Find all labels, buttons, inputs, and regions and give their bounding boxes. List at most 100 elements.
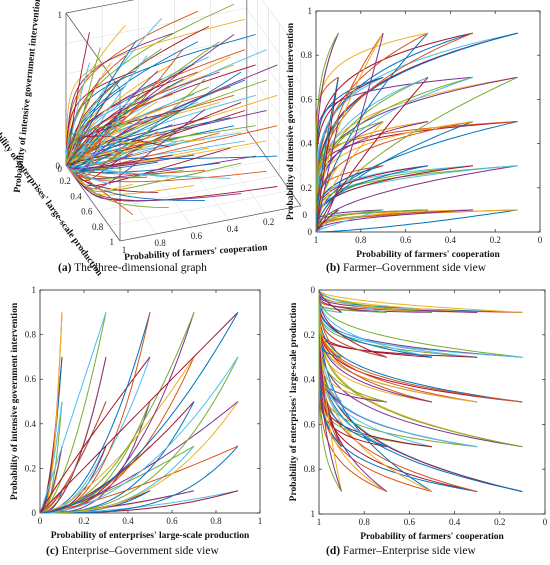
trajectory-line <box>316 209 518 233</box>
x-tick-label: 0.4 <box>122 516 134 526</box>
grid <box>65 0 302 242</box>
x-tick-label: 1 <box>258 516 263 526</box>
trajectory-line <box>65 130 122 158</box>
x-tick-label: 0 <box>38 516 43 526</box>
y-tick-label: 0.6 <box>301 94 313 104</box>
trajectory-line <box>65 18 246 154</box>
trajectories <box>65 3 278 216</box>
x-axis-label: Probability of enterprises' large-scale … <box>51 531 250 541</box>
axes-box <box>39 289 261 514</box>
y-axis-label: Probability of intensive government inte… <box>10 302 20 500</box>
y-tick-label: 0.2 <box>60 176 71 186</box>
trajectory-line <box>318 290 523 448</box>
trajectory-line <box>315 32 518 232</box>
x-tick-label: 1 <box>122 245 127 255</box>
trajectory-line <box>66 77 123 166</box>
x-axis-label: Probability of farmers' cooperation <box>356 250 500 260</box>
y-tick-label: 1 <box>32 285 37 295</box>
panel-d-farmer-enterprise: 1 0.8 0.6 0.4 0.2 0 0 0.2 0.4 0.6 0.8 1 Probability … <box>289 285 548 542</box>
y-tick-label: 0.8 <box>304 464 316 474</box>
z-tick-label: 1 <box>58 10 63 20</box>
axes-box <box>318 289 546 515</box>
panel-c-enterprise-government: 0 0.2 0.4 0.6 0.8 1 0 0.2 0.4 0.6 0.8 1 Probability … <box>10 285 262 541</box>
trajectory-line <box>39 356 151 513</box>
trajectory-line <box>315 121 473 231</box>
x-tick-label: 0.2 <box>78 516 89 526</box>
x-axis-label: Probability of farmers' cooperation <box>124 243 269 263</box>
trajectory-line <box>41 356 239 514</box>
x-tick-label: 0.2 <box>494 517 505 527</box>
x-tick-label: 0.8 <box>355 235 367 245</box>
x-tick-label: 0.2 <box>490 235 501 245</box>
trajectory-line <box>318 290 523 358</box>
trajectory-line <box>42 445 239 514</box>
trajectory-line <box>68 100 159 172</box>
x-tick-label: 1 <box>314 235 319 245</box>
x-tick-label: 0.6 <box>166 516 178 526</box>
y-tick-label: 0.6 <box>81 207 93 217</box>
trajectory-line <box>65 70 137 159</box>
y-tick-label: 0.2 <box>301 183 312 193</box>
x-tick-label: 0.8 <box>210 516 222 526</box>
y-axis-label: Probability of enterprises' large-scale … <box>289 302 299 501</box>
x-tick-label: 1 <box>317 517 322 527</box>
trajectory-line <box>40 312 107 514</box>
trajectory-line <box>315 165 518 232</box>
x-tick-label: 0.6 <box>400 235 412 245</box>
x-tick-label: 0.6 <box>404 517 416 527</box>
trajectory-line <box>315 209 339 233</box>
trajectory-line <box>40 356 195 514</box>
x-tick-label: 0.6 <box>191 231 203 241</box>
y-tick-label: 0.8 <box>92 222 104 232</box>
x-tick-label: 0 <box>538 235 543 245</box>
caption-d: (d) Farmer–Enterprise side view <box>326 545 476 557</box>
y-tick-label: 1 <box>110 237 115 247</box>
trajectory-line <box>315 165 518 232</box>
trajectory-line <box>40 401 107 514</box>
trajectory-line <box>315 32 384 233</box>
x-tick-label: 0.4 <box>445 235 457 245</box>
y-tick-label: 0.8 <box>301 50 313 60</box>
trajectory-line <box>315 121 384 230</box>
x-tick-label: 0.4 <box>227 224 239 234</box>
y-tick-label: 1 <box>308 6 313 16</box>
trajectory-line <box>65 32 173 153</box>
trajectory-line <box>318 290 523 358</box>
y-axis-label: Probability of intensive government inte… <box>286 22 296 220</box>
caption-a: (a) The three-dimensional graph <box>58 262 207 274</box>
x-tick-label: 0.8 <box>359 517 371 527</box>
trajectory-line <box>315 32 518 232</box>
trajectory-line <box>318 290 387 313</box>
x-tick-label: 0 <box>303 210 308 220</box>
y-tick-label: 0.2 <box>304 330 315 340</box>
trajectory-line <box>66 92 134 171</box>
y-tick-label: 0 <box>32 508 37 518</box>
y-tick-label: 0.4 <box>304 375 316 385</box>
panel-a-3d-graph: 10.80.60.40.2000.20.40.60.8101Probabilit… <box>0 0 308 279</box>
trajectory-line <box>315 32 518 232</box>
trajectory-line <box>315 32 339 231</box>
x-tick-label: 0.2 <box>263 217 274 227</box>
trajectory-line <box>318 294 433 358</box>
y-tick-label: 0.2 <box>25 463 36 473</box>
panel-b-farmer-government: 1 0.8 0.6 0.4 0.2 000.20.40.60.81Probability … <box>286 6 543 260</box>
trajectory-line <box>318 290 523 358</box>
y-tick-label: 0.4 <box>301 139 313 149</box>
trajectory-line <box>65 62 112 166</box>
z-tick-label: 0 <box>58 164 63 174</box>
y-tick-label: 0 <box>308 227 313 237</box>
y-tick-label: 0.4 <box>70 191 82 201</box>
trajectories <box>318 290 523 493</box>
y-tick-label: 0 <box>56 161 61 171</box>
caption-c: (c) Enterprise–Government side view <box>46 545 219 557</box>
x-tick-label: 0 <box>543 517 548 527</box>
y-tick-label: 0.4 <box>25 419 37 429</box>
y-tick-label: 0.6 <box>25 374 37 384</box>
trajectory-line <box>70 70 159 177</box>
trajectory-line <box>318 291 478 448</box>
trajectory-line <box>318 291 343 492</box>
trajectory-line <box>42 356 239 514</box>
trajectory-line <box>66 117 231 164</box>
trajectory-line <box>315 76 429 233</box>
